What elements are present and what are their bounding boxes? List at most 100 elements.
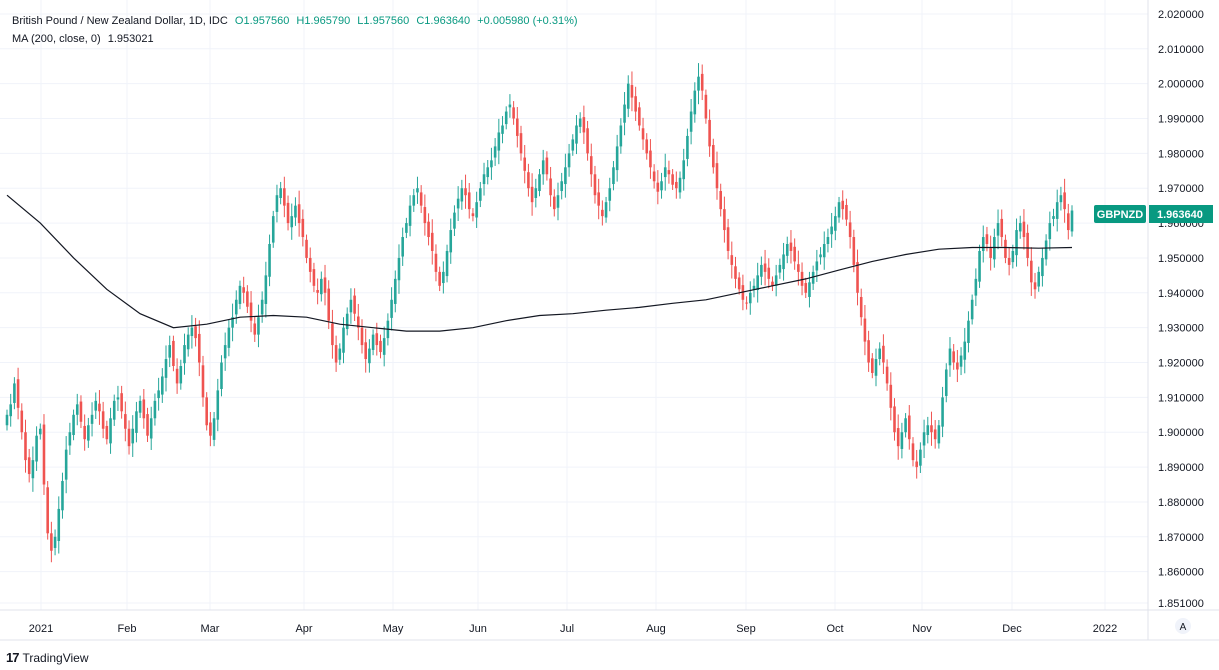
ma-legend[interactable]: MA (200, close, 0) 1.953021 [12, 33, 158, 45]
candle-body [800, 271, 804, 286]
candle-body [1067, 213, 1070, 231]
candle-body [482, 174, 486, 185]
candle-body [527, 172, 530, 189]
y-tick-label: 2.010000 [1158, 44, 1204, 56]
auto-scale-button[interactable]: A [1175, 618, 1191, 634]
candle-body [933, 429, 937, 440]
candle-body [1011, 250, 1015, 263]
symbol-badge: GBPNZD [1094, 205, 1146, 223]
candle-body [124, 414, 127, 429]
candle-body [822, 244, 826, 258]
y-tick-label: 2.020000 [1158, 9, 1204, 21]
candle-body [68, 432, 72, 446]
candle-body [797, 264, 800, 272]
candle-body [1048, 223, 1052, 240]
candle-body [338, 348, 342, 360]
candle-body [1063, 192, 1066, 210]
candle-body [453, 212, 456, 229]
candle-body [686, 135, 689, 159]
candle-body [279, 188, 282, 198]
candle-body [216, 390, 220, 420]
candle-body [312, 269, 316, 286]
candle-body [1004, 239, 1007, 258]
candle-body [519, 133, 523, 154]
candle-body [449, 230, 453, 253]
candle-body [619, 125, 623, 147]
candle-body [238, 285, 242, 304]
y-tick-label: 1.930000 [1158, 323, 1204, 335]
candle-body [308, 257, 312, 272]
candle-body [771, 281, 774, 286]
candle-body [271, 216, 275, 243]
candle-body [760, 264, 763, 277]
candle-body [368, 348, 371, 364]
candle-body [641, 128, 645, 140]
candle-body [956, 362, 959, 370]
candle-body [131, 428, 135, 444]
candle-body [186, 334, 190, 350]
candle-body [475, 202, 478, 218]
candle-body [190, 327, 194, 337]
candle-body [996, 223, 1000, 236]
candle-body [345, 313, 349, 330]
y-tick-label: 1.851000 [1158, 598, 1204, 610]
candle-body [168, 345, 172, 358]
candle-body [538, 174, 541, 192]
candle-body [1033, 282, 1037, 290]
symbol-description: British Pound / New Zealand Dollar, 1D, … [12, 15, 228, 27]
candle-body [630, 85, 634, 98]
candle-body [808, 282, 811, 297]
last-price-badge: 1.963640 [1149, 205, 1213, 223]
change-value: +0.005980 (+0.31%) [477, 15, 578, 27]
candle-body [944, 369, 948, 396]
candle-body [948, 348, 952, 366]
candle-body [556, 195, 560, 208]
auto-scale-label: A [1180, 622, 1187, 633]
candle-body [549, 178, 552, 196]
candle-body [907, 415, 911, 440]
symbol-legend[interactable]: British Pound / New Zealand Dollar, 1D, … [12, 15, 582, 27]
candle-body [593, 174, 597, 196]
candle-body [848, 222, 852, 238]
candle-body [678, 177, 682, 193]
candle-body [16, 379, 20, 408]
candle-body [183, 345, 186, 364]
candle-body [360, 327, 364, 346]
candle-body [911, 443, 915, 461]
candle-body [98, 403, 101, 412]
candle-body [560, 181, 563, 192]
candle-body [316, 290, 319, 293]
candle-body [501, 125, 504, 134]
candle-body [305, 239, 308, 258]
candle-body [530, 186, 534, 203]
candle-body [919, 449, 922, 466]
candle-body [220, 362, 223, 390]
candle-body [915, 461, 918, 468]
y-tick-label: 1.990000 [1158, 114, 1204, 126]
candle-body [1030, 260, 1033, 283]
candle-body [201, 365, 205, 398]
candle-body [175, 368, 179, 384]
candle-body [615, 146, 619, 171]
candle-body [38, 428, 42, 435]
candle-body [57, 508, 61, 541]
candle-body [712, 145, 715, 168]
candle-body [471, 213, 475, 217]
candle-body [852, 237, 856, 265]
last-price-label: 1.963640 [1157, 209, 1203, 221]
candle-body [353, 295, 356, 314]
tradingview-brand[interactable]: 17 TradingView [6, 650, 89, 665]
candle-body [364, 342, 367, 360]
ma-line [6, 194, 1073, 332]
candle-body [234, 299, 238, 315]
y-tick-label: 1.940000 [1158, 288, 1204, 300]
candle-body [564, 167, 567, 185]
x-tick-label: Sep [736, 623, 756, 635]
candle-body [782, 254, 785, 270]
candle-body [46, 487, 49, 534]
candle-body [438, 271, 441, 286]
candle-body [970, 299, 974, 320]
open-value: O1.957560 [234, 15, 290, 27]
candle-body [490, 160, 493, 168]
